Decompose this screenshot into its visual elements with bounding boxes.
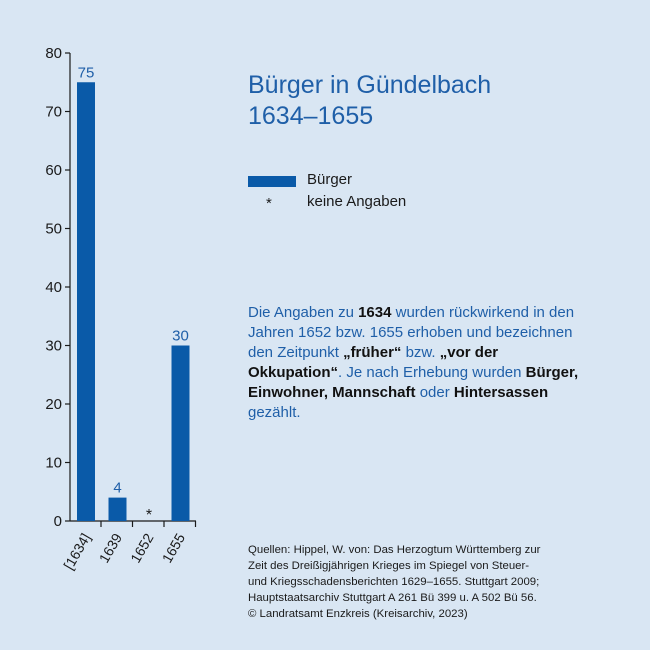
note-text: oder — [415, 384, 454, 401]
x-tick-label: 1639 — [96, 530, 126, 565]
x-tick-label: 1652 — [127, 530, 157, 565]
x-tick-label: [1634] — [60, 531, 93, 573]
legend-label-keine-angaben: keine Angaben — [307, 193, 407, 210]
note-text: Die Angaben zu — [248, 304, 359, 321]
note-bold: Hintersassen — [453, 384, 549, 401]
sources-line: Zeit des Dreißigjährigen Krieges im Spie… — [248, 560, 530, 572]
y-tick-label: 0 — [54, 513, 62, 530]
note-bold: Bürger, Einwohner, Mannschaft — [248, 364, 579, 401]
note-bold: 1634 — [358, 304, 392, 321]
no-data-marker: * — [146, 507, 152, 524]
title-line-2: 1634–1655 — [248, 102, 374, 130]
y-tick-label: 30 — [45, 338, 62, 355]
note-text: wurden rückwirkend in den Jahren 1652 bz… — [248, 304, 575, 361]
y-tick-label: 70 — [45, 104, 62, 121]
bar — [108, 497, 127, 521]
y-tick-label: 10 — [45, 455, 62, 472]
note-text: . Je nach Erhebung wurden — [338, 364, 526, 381]
data-label: 4 — [113, 480, 121, 497]
y-tick-label: 40 — [45, 279, 62, 296]
title-line-1: Bürger in Gündelbach — [248, 71, 492, 99]
sources-line: Quellen: Hippel, W. von: Das Herzogtum W… — [248, 544, 541, 556]
legend-star-symbol: * — [266, 195, 272, 212]
sources-block: Quellen: Hippel, W. von: Das Herzogtum W… — [248, 542, 588, 622]
sources-line: Hauptstaatsarchiv Stuttgart A 261 Bü 399… — [248, 592, 537, 604]
y-tick-label: 20 — [45, 396, 62, 413]
sources-line: und Kriegsschadensberichten 1629–1655. S… — [248, 576, 540, 588]
bar — [171, 345, 190, 521]
x-tick-label: 1655 — [159, 530, 189, 565]
y-tick-label: 60 — [45, 162, 62, 179]
bar — [77, 82, 95, 521]
note-bold: „früher“ — [343, 344, 402, 361]
legend-swatch — [248, 176, 296, 187]
note-text: gezählt. — [248, 404, 301, 421]
chart-title: Bürger in Gündelbach 1634–1655 — [248, 70, 491, 132]
explanatory-note: Die Angaben zu 1634 wurden rückwirkend i… — [248, 303, 593, 423]
sources-line: © Landratsamt Enzkreis (Kreisarchiv, 202… — [248, 608, 468, 620]
data-label: 75 — [78, 64, 95, 81]
y-tick-label: 80 — [45, 45, 62, 62]
note-text: bzw. — [401, 344, 440, 361]
note-bold: „vor der Okkupation“ — [248, 344, 499, 381]
y-tick-label: 50 — [45, 221, 62, 238]
legend-label-buerger: Bürger — [307, 171, 353, 188]
data-label: 30 — [172, 328, 189, 345]
